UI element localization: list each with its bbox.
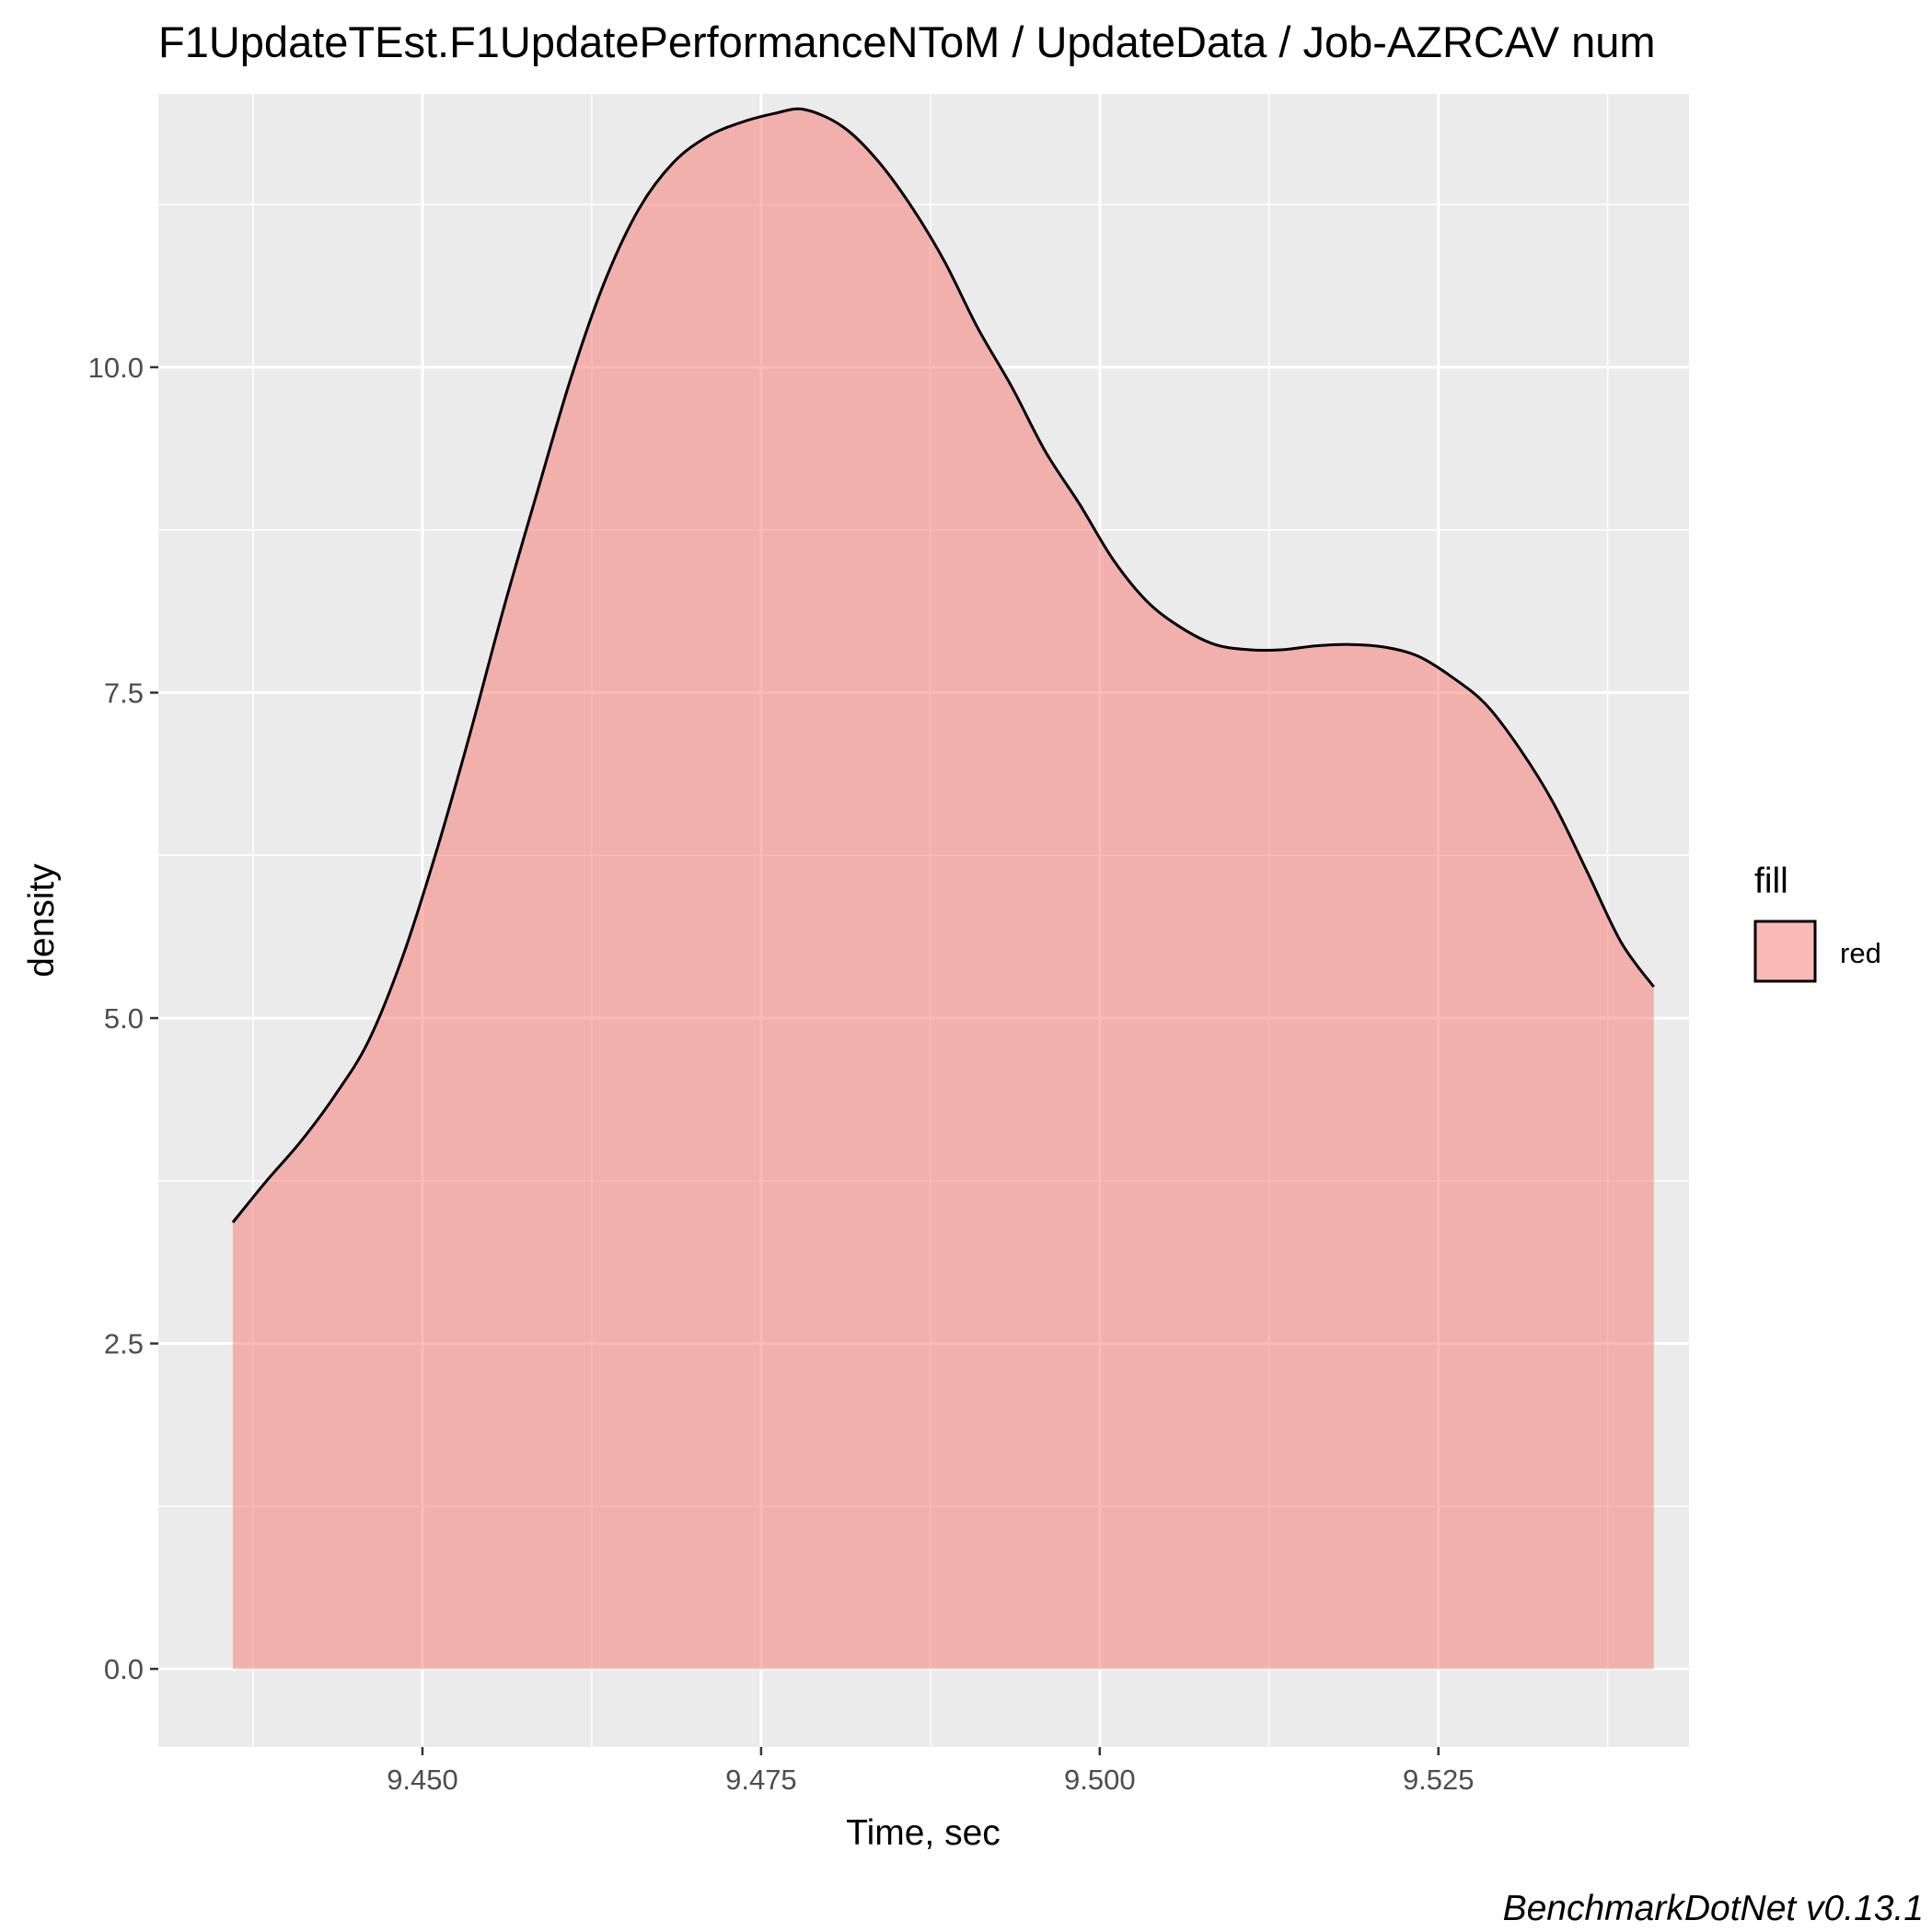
legend: fill red — [1753, 862, 1881, 983]
y-axis-title: density — [22, 863, 62, 978]
y-tick-label-4: 10.0 — [88, 352, 144, 384]
y-tick-label-3: 7.5 — [104, 677, 144, 710]
x-axis: 9.450 9.475 9.500 9.525 — [387, 1747, 1475, 1796]
chart-caption: BenchmarkDotNet v0.13.1 — [1503, 1889, 1924, 1928]
legend-key-red — [1753, 920, 1817, 983]
legend-title: fill — [1754, 862, 1788, 901]
density-line — [231, 107, 1655, 1224]
x-tick-label-2: 9.500 — [1064, 1764, 1136, 1796]
y-tick-label-2: 5.0 — [104, 1002, 144, 1035]
x-tick-label-0: 9.450 — [387, 1764, 458, 1796]
x-tick-label-1: 9.475 — [725, 1764, 797, 1796]
legend-label-red: red — [1840, 937, 1881, 969]
y-tick-label-0: 0.0 — [104, 1653, 144, 1685]
y-tick-label-1: 2.5 — [104, 1328, 144, 1360]
y-axis: 0.0 2.5 5.0 7.5 10.0 — [88, 352, 158, 1685]
x-axis-title: Time, sec — [846, 1813, 1001, 1853]
x-tick-label-3: 9.525 — [1403, 1764, 1475, 1796]
density-area — [232, 109, 1654, 1670]
chart-title: F1UpdateTEst.F1UpdatePerformanceNToM / U… — [158, 17, 1656, 66]
